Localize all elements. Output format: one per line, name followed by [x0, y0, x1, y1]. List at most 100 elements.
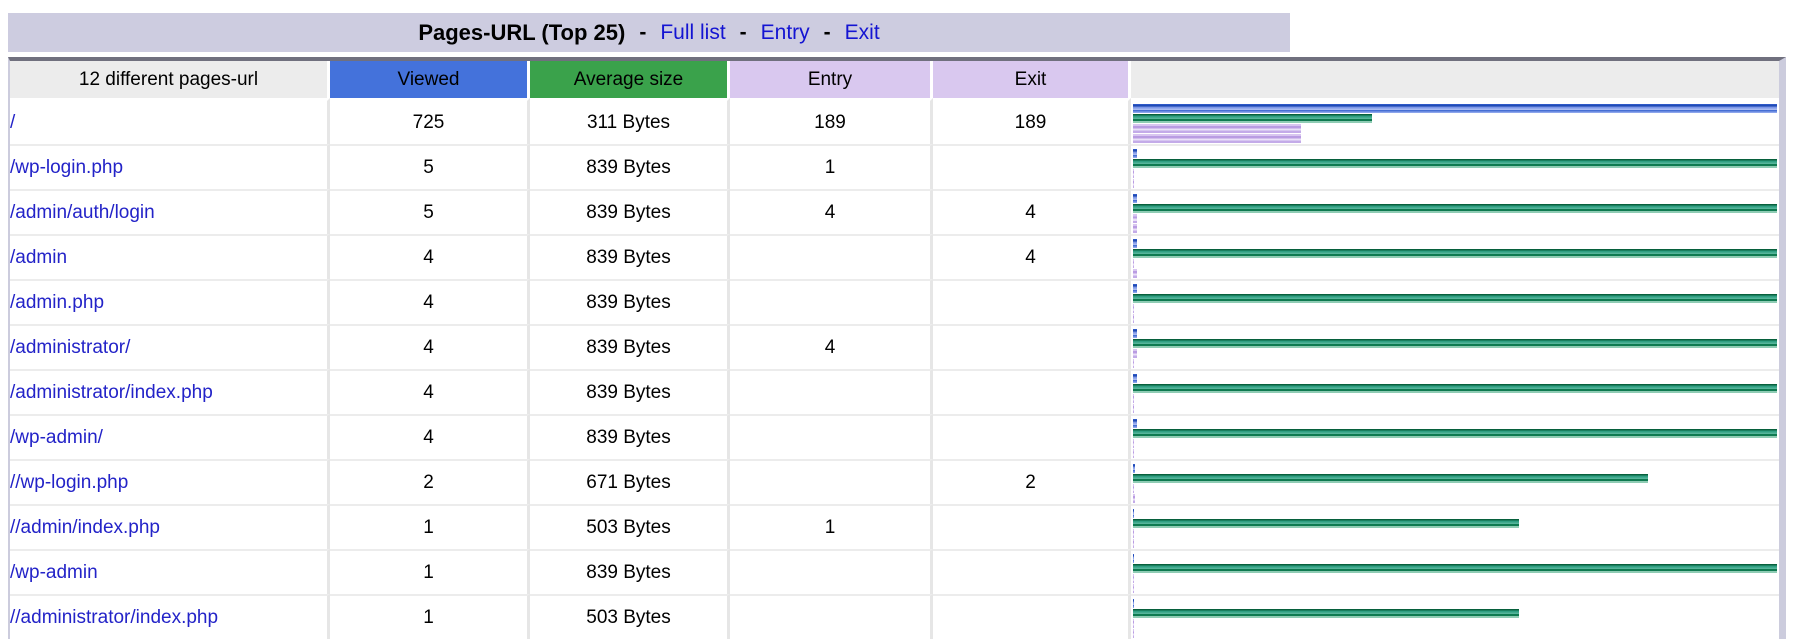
page-url-link[interactable]: /administrator/index.php [10, 381, 213, 403]
viewed-cell: 4 [330, 279, 530, 324]
size-bar [1133, 249, 1777, 258]
avg-size-cell: 671 Bytes [530, 459, 730, 504]
exit-bar [1133, 539, 1134, 548]
page-url-cell: /wp-admin [10, 549, 330, 594]
size-bar [1133, 519, 1519, 528]
page-url-cell: /admin/auth/login [10, 189, 330, 234]
exit-link[interactable]: Exit [844, 20, 880, 44]
page-url-link[interactable]: /admin [10, 246, 68, 268]
title-separator-1: - [639, 20, 647, 44]
entry-link[interactable]: Entry [760, 20, 810, 44]
title-separator-2: - [739, 20, 747, 44]
avg-size-cell: 839 Bytes [530, 324, 730, 369]
size-bar [1133, 384, 1777, 393]
entry-bar [1133, 394, 1134, 403]
header-exit: Exit [933, 61, 1131, 98]
page-url-link[interactable]: /wp-admin/ [10, 426, 103, 448]
page-url-link[interactable]: / [10, 111, 16, 133]
entry-cell [730, 594, 933, 639]
viewed-bar [1133, 284, 1137, 293]
page-url-link[interactable]: //administrator/index.php [10, 606, 219, 628]
viewed-cell: 1 [330, 504, 530, 549]
table-row: /wp-login.php 5 839 Bytes 1 [10, 144, 1779, 189]
page-url-cell: //administrator/index.php [10, 594, 330, 639]
avg-size-cell: 839 Bytes [530, 189, 730, 234]
exit-cell: 2 [933, 459, 1131, 504]
entry-bar [1133, 619, 1134, 628]
viewed-cell: 2 [330, 459, 530, 504]
page-url-link[interactable]: /admin/auth/login [10, 201, 155, 223]
page-url-link[interactable]: //admin/index.php [10, 516, 160, 538]
table-row: /administrator/ 4 839 Bytes 4 [10, 324, 1779, 369]
size-bar [1133, 294, 1777, 303]
bar-stack [1131, 146, 1779, 188]
exit-cell [933, 504, 1131, 549]
exit-cell [933, 549, 1131, 594]
title-separator-3: - [823, 20, 831, 44]
table-row: /admin/auth/login 5 839 Bytes 4 4 [10, 189, 1779, 234]
size-bar [1133, 114, 1372, 123]
viewed-cell: 4 [330, 369, 530, 414]
page-url-cell: / [10, 98, 330, 144]
bar-chart-cell [1131, 549, 1779, 594]
entry-cell [730, 459, 933, 504]
entry-cell: 189 [730, 98, 933, 144]
page-url-link[interactable]: /admin.php [10, 291, 105, 313]
bar-chart-cell [1131, 594, 1779, 639]
exit-bar [1133, 134, 1301, 143]
page-url-link[interactable]: //wp-login.php [10, 471, 129, 493]
viewed-cell: 725 [330, 98, 530, 144]
bar-stack [1131, 371, 1779, 413]
viewed-cell: 4 [330, 414, 530, 459]
full-list-link[interactable]: Full list [660, 20, 726, 44]
viewed-bar [1133, 419, 1137, 428]
exit-bar [1133, 629, 1134, 638]
avg-size-cell: 839 Bytes [530, 369, 730, 414]
entry-bar [1133, 574, 1134, 583]
page-url-link[interactable]: /wp-login.php [10, 156, 124, 178]
viewed-bar [1133, 329, 1137, 338]
pages-url-table-frame: 12 different pages-url Viewed Average si… [8, 57, 1786, 639]
bar-stack [1131, 596, 1779, 638]
entry-bar [1133, 349, 1137, 358]
avg-size-cell: 311 Bytes [530, 98, 730, 144]
bar-stack [1131, 461, 1779, 503]
exit-bar [1133, 404, 1134, 413]
entry-bar [1133, 439, 1134, 448]
viewed-cell: 4 [330, 234, 530, 279]
entry-bar [1133, 529, 1134, 538]
page-url-cell: /admin.php [10, 279, 330, 324]
table-row: //admin/index.php 1 503 Bytes 1 [10, 504, 1779, 549]
table-row: //wp-login.php 2 671 Bytes 2 [10, 459, 1779, 504]
exit-cell: 189 [933, 98, 1131, 144]
entry-bar [1133, 484, 1134, 493]
size-bar [1133, 474, 1648, 483]
header-average-size: Average size [530, 61, 730, 98]
entry-cell [730, 369, 933, 414]
size-bar [1133, 429, 1777, 438]
page-url-cell: /wp-login.php [10, 144, 330, 189]
size-bar [1133, 609, 1519, 618]
viewed-cell: 4 [330, 324, 530, 369]
entry-cell: 4 [730, 324, 933, 369]
exit-cell [933, 414, 1131, 459]
bar-stack [1131, 191, 1779, 233]
page-url-cell: /administrator/ [10, 324, 330, 369]
page-url-link[interactable]: /wp-admin [10, 561, 98, 583]
bar-chart-cell [1131, 98, 1779, 144]
avg-size-cell: 839 Bytes [530, 144, 730, 189]
table-row: /administrator/index.php 4 839 Bytes [10, 369, 1779, 414]
page-url-link[interactable]: /administrator/ [10, 336, 131, 358]
avg-size-cell: 503 Bytes [530, 594, 730, 639]
size-bar [1133, 204, 1777, 213]
viewed-cell: 5 [330, 189, 530, 234]
page-title: Pages-URL (Top 25) [418, 19, 626, 45]
avg-size-cell: 839 Bytes [530, 279, 730, 324]
page-url-cell: //wp-login.php [10, 459, 330, 504]
bar-chart-cell [1131, 414, 1779, 459]
exit-cell [933, 144, 1131, 189]
table-row: /wp-admin/ 4 839 Bytes [10, 414, 1779, 459]
exit-cell: 4 [933, 234, 1131, 279]
header-bar-chart [1131, 61, 1779, 98]
